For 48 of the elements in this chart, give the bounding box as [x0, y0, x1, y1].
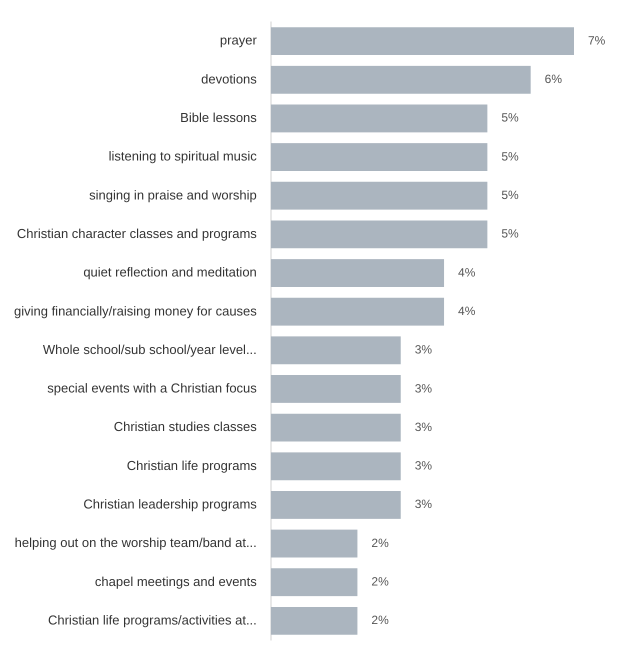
- y-tick-label: helping out on the worship team/band at...: [14, 535, 257, 550]
- bar: [270, 104, 488, 132]
- data-label: 3%: [414, 458, 432, 473]
- y-tick-label: prayer: [220, 32, 258, 48]
- bar: [270, 182, 488, 210]
- bar: [270, 298, 444, 326]
- data-label: 3%: [414, 342, 432, 357]
- data-label: 2%: [371, 536, 390, 550]
- data-label: 5%: [501, 149, 520, 164]
- data-label: 6%: [544, 72, 562, 86]
- bar: [270, 452, 401, 480]
- data-label: 2%: [371, 574, 390, 589]
- bar: [270, 491, 401, 519]
- y-tick-label: devotions: [201, 71, 258, 86]
- y-tick-label: singing in praise and worship: [89, 187, 257, 202]
- data-label: 3%: [414, 420, 432, 434]
- y-tick-label: Christian character classes and programs: [16, 226, 258, 241]
- bar: [270, 336, 401, 364]
- y-tick-label: Christian leadership programs: [83, 496, 258, 512]
- bar: [270, 375, 401, 403]
- data-label: 4%: [458, 304, 476, 318]
- bar: [270, 414, 401, 442]
- y-tick-label: special events with a Christian focus: [47, 380, 258, 396]
- y-tick-label: Christian studies classes: [114, 419, 258, 434]
- y-tick-label: Christian life programs: [126, 458, 258, 473]
- y-tick-label: giving financially/raising money for causes: [14, 303, 258, 318]
- bar: [270, 143, 488, 171]
- bar: [270, 27, 574, 56]
- bar: [270, 568, 358, 596]
- data-label: 7%: [588, 33, 606, 48]
- data-label: 5%: [501, 226, 520, 241]
- y-tick-label: Christian life programs/activities at...: [48, 612, 257, 628]
- data-label: 5%: [501, 110, 520, 125]
- y-tick-label: listening to spiritual music: [108, 148, 258, 164]
- y-tick-label: Whole school/sub school/year level...: [42, 342, 257, 357]
- bar: [270, 220, 488, 248]
- data-label: 4%: [458, 265, 476, 280]
- bar: [270, 606, 358, 635]
- bar: [270, 259, 444, 287]
- bar: [270, 66, 531, 94]
- y-tick-label: quiet reflection and meditation: [83, 264, 257, 280]
- y-tick-label: chapel meetings and events: [94, 574, 258, 589]
- bar: [270, 530, 358, 558]
- y-tick-label: Bible lessons: [180, 110, 258, 126]
- data-label: 3%: [414, 497, 432, 512]
- data-label: 3%: [414, 381, 432, 396]
- data-label: 2%: [371, 613, 390, 628]
- data-label: 5%: [501, 188, 520, 202]
